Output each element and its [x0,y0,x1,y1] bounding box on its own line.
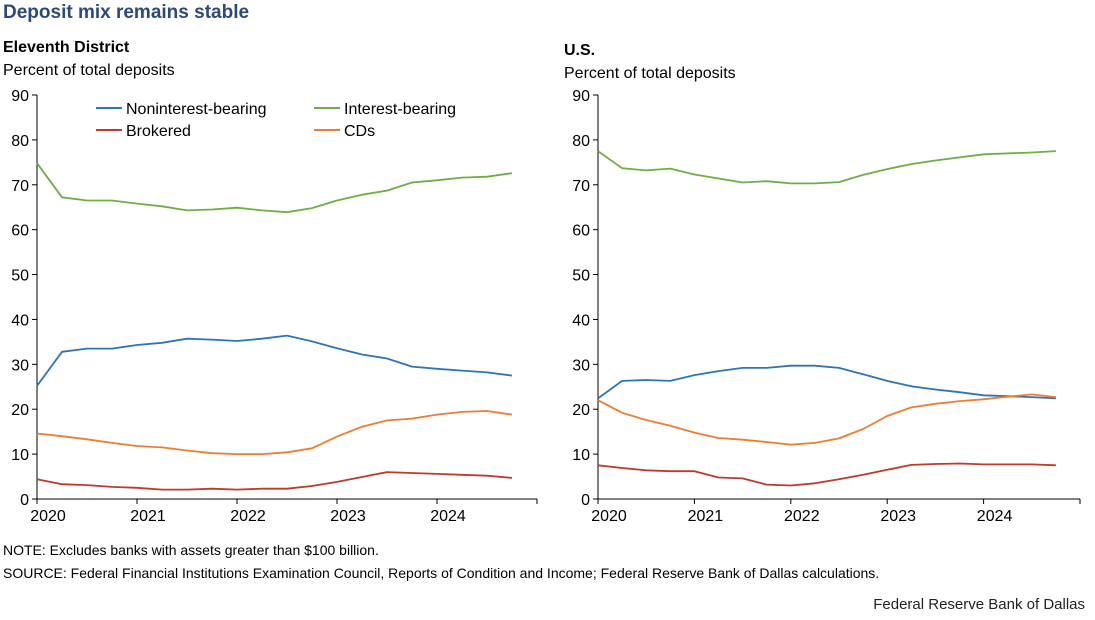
us-series-interest-bearing [597,150,1056,185]
district-x-tick-label: 2020 [30,508,66,525]
district-y-tick-label: 50 [11,268,29,285]
us-y-tick-label: 40 [572,312,590,329]
us-series-cds [597,393,1057,446]
legend-label-noninterest-bearing: Noninterest-bearing [126,101,267,118]
left-panel-ylabel: Percent of total deposits [3,62,175,79]
district-y-tick-label: 90 [11,88,29,105]
us-x-tick-label: 2021 [688,508,724,525]
us-y-tick-label: 90 [572,88,590,105]
district-x-tick-label: 2024 [430,508,466,525]
us-y-tick-label: 10 [572,447,590,464]
district-series-brokered [36,471,513,491]
right-panel-ylabel: Percent of total deposits [564,65,736,82]
district-series-noninterest-bearing [36,334,513,387]
district-y-tick-label: 70 [11,178,29,195]
district-y-tick-label: 40 [11,312,29,329]
us-y-tick-label: 70 [572,178,590,195]
us-series-brokered [597,462,1056,487]
right-panel-title: U.S. [564,42,596,59]
legend-label-brokered: Brokered [126,123,191,140]
source-text: SOURCE: Federal Financial Institutions E… [3,565,880,581]
district-series-interest-bearing [36,162,513,214]
district-x-tick-label: 2022 [230,508,266,525]
us-y-tick-label: 0 [581,492,590,509]
legend-label-interest-bearing: Interest-bearing [344,101,456,118]
district-y-tick-label: 60 [11,223,29,240]
us-y-tick-label: 60 [572,223,590,240]
us-x-tick-label: 2022 [784,508,820,525]
left-panel-title: Eleventh District [3,39,130,56]
us-y-tick-label: 20 [572,402,590,419]
chart-main-title: Deposit mix remains stable [3,2,250,23]
district-y-tick-label: 80 [11,133,29,150]
us-x-tick-label: 2020 [591,508,627,525]
district-series-cds [36,410,513,456]
district-x-tick-label: 2023 [330,508,366,525]
us-y-tick-label: 80 [572,133,590,150]
us-y-tick-label: 50 [572,268,590,285]
legend-label-cds: CDs [344,123,375,140]
note-text: NOTE: Excludes banks with assets greater… [3,542,379,558]
district-y-tick-label: 0 [20,492,29,509]
credit-text: Federal Reserve Bank of Dallas [873,596,1085,613]
district-y-tick-label: 30 [11,357,29,374]
us-x-tick-label: 2024 [977,508,1013,525]
district-y-tick-label: 20 [11,402,29,419]
us-series-noninterest-bearing [597,364,1056,400]
us-y-tick-label: 30 [572,357,590,374]
district-y-tick-label: 10 [11,447,29,464]
district-x-tick-label: 2021 [130,508,166,525]
us-x-tick-label: 2023 [880,508,916,525]
